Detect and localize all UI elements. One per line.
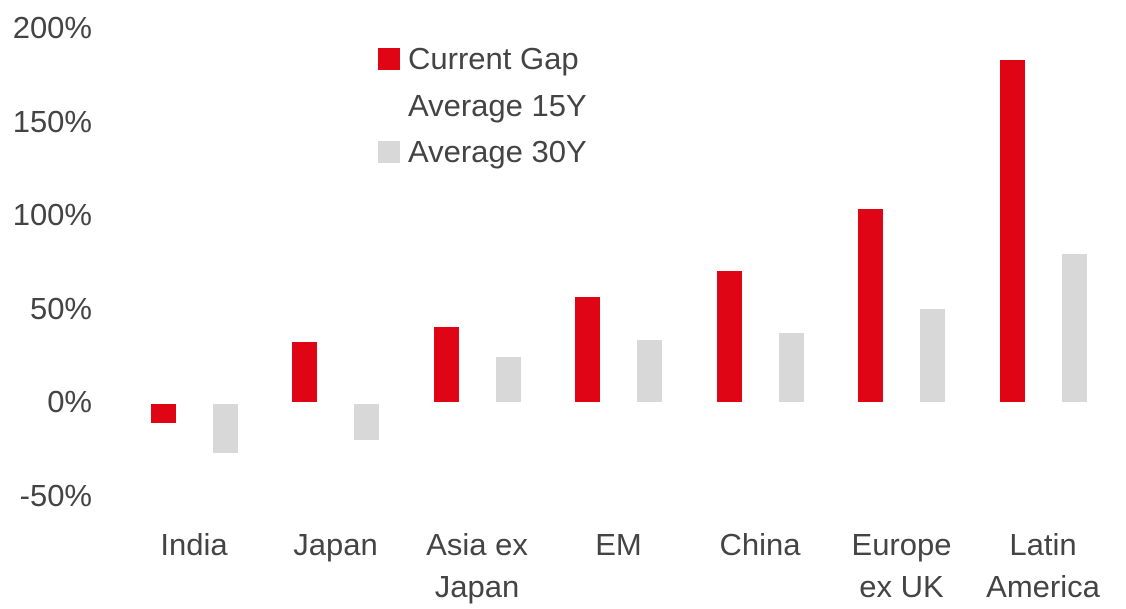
bar-average-30y-india [212, 404, 238, 453]
legend-item-average-15y: Average 15Y [378, 83, 587, 130]
bar-current-gap-india [150, 404, 176, 423]
bar-average-30y-japan [354, 404, 379, 440]
legend-label-average-15y: Average 15Y [408, 87, 587, 123]
legend-label-average-30y: Average 30Y [408, 134, 587, 170]
y-tick-label-200pct: 200% [12, 10, 92, 45]
category-label-india: India [160, 527, 228, 562]
chart-legend: Current Gap Average 15Y Average 30Y [378, 36, 587, 176]
bar-average-30y-latin-america [1061, 254, 1087, 402]
bar-average-30y-asia-ex-japan [495, 357, 521, 402]
legend-swatch-current-gap-icon [378, 48, 400, 71]
category-label-latin-america: Latin America [986, 527, 1100, 604]
y-tick-label-50pct: 50% [29, 290, 92, 326]
legend-swatch-average-15y-hidden-icon [378, 95, 400, 117]
bar-average-30y-china [778, 332, 804, 402]
bar-current-gap-china [716, 271, 742, 402]
legend-swatch-average-30y-icon [378, 141, 400, 164]
bar-average-30y-em [637, 340, 662, 402]
y-tick-label-100pct: 100% [12, 197, 92, 232]
legend-item-average-30y: Average 30Y [378, 129, 587, 176]
category-label-asia-ex-japan: Asia ex Japan [426, 527, 528, 604]
bar-current-gap-europe-ex-uk [858, 209, 883, 402]
category-label-china: China [719, 527, 801, 562]
bar-current-gap-em [575, 297, 600, 402]
category-label-europe-ex-uk: Europe ex UK [851, 527, 952, 604]
legend-label-current-gap: Current Gap [408, 41, 579, 77]
y-tick-label-0pct: 0% [47, 384, 92, 419]
bar-current-gap-latin-america [999, 59, 1025, 402]
y-tick-label-150pct: 150% [12, 103, 92, 139]
legend-item-current-gap: Current Gap [378, 36, 587, 83]
bar-current-gap-japan [292, 342, 317, 402]
category-label-japan: Japan [293, 527, 378, 562]
category-label-em: EM [595, 527, 642, 562]
bar-current-gap-asia-ex-japan [433, 327, 459, 402]
y-tick-label-neg50pct: -50% [19, 477, 92, 513]
bar-average-30y-europe-ex-uk [920, 308, 945, 402]
